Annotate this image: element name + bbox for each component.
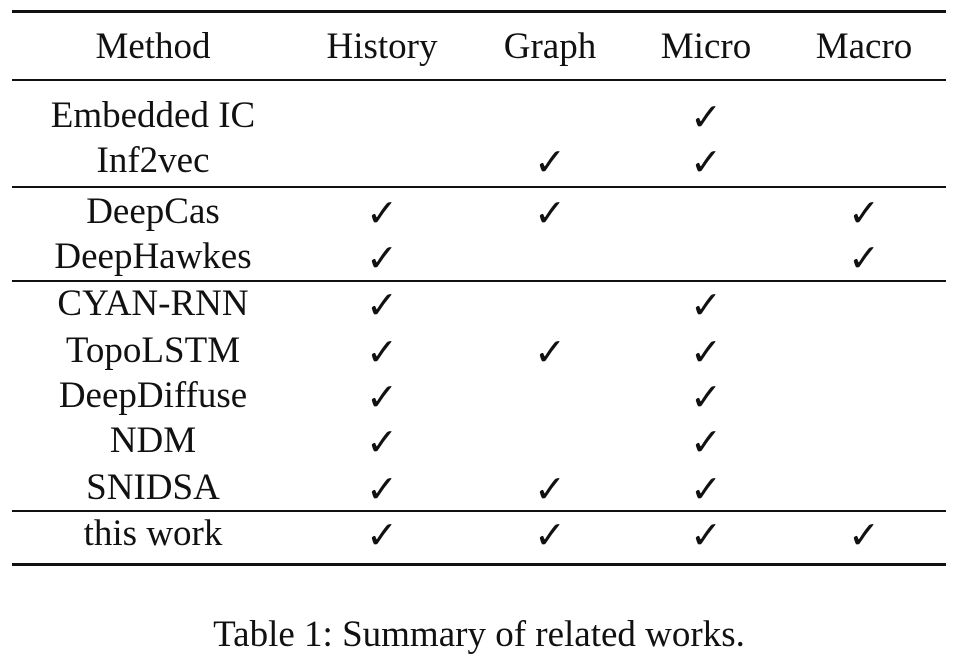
method-cell: DeepDiffuse xyxy=(58,375,248,416)
checkmark-icon: ✓ xyxy=(366,236,398,280)
checkmark-icon: ✓ xyxy=(848,191,880,235)
method-cell: DeepHawkes xyxy=(54,236,252,277)
header-graph: Graph xyxy=(503,26,597,67)
checkmark-icon: ✓ xyxy=(366,191,398,235)
checkmark-icon: ✓ xyxy=(366,513,398,557)
checkmark-icon: ✓ xyxy=(366,467,398,511)
checkmark-icon: ✓ xyxy=(690,513,722,557)
header-history: History xyxy=(326,26,438,67)
checkmark-icon: ✓ xyxy=(690,140,722,184)
checkmark-icon: ✓ xyxy=(690,330,722,374)
checkmark-icon: ✓ xyxy=(690,467,722,511)
checkmark-icon: ✓ xyxy=(366,420,398,464)
checkmark-icon: ✓ xyxy=(534,330,566,374)
method-cell: Inf2vec xyxy=(96,140,210,181)
checkmark-icon: ✓ xyxy=(366,330,398,374)
checkmark-icon: ✓ xyxy=(366,375,398,419)
header-method: Method xyxy=(95,26,211,67)
checkmark-icon: ✓ xyxy=(690,283,722,327)
method-cell: CYAN-RNN xyxy=(57,283,249,324)
group-rule-3 xyxy=(12,510,946,512)
checkmark-icon: ✓ xyxy=(534,140,566,184)
group-rule-1 xyxy=(12,186,946,188)
checkmark-icon: ✓ xyxy=(366,283,398,327)
top-rule xyxy=(12,10,946,13)
table-caption: Table 1: Summary of related works. xyxy=(213,614,745,655)
checkmark-icon: ✓ xyxy=(690,420,722,464)
checkmark-icon: ✓ xyxy=(534,513,566,557)
method-cell: SNIDSA xyxy=(86,467,220,508)
checkmark-icon: ✓ xyxy=(534,191,566,235)
checkmark-icon: ✓ xyxy=(848,236,880,280)
checkmark-icon: ✓ xyxy=(690,375,722,419)
header-rule xyxy=(12,79,946,81)
bottom-rule xyxy=(12,563,946,566)
group-rule-2 xyxy=(12,280,946,282)
checkmark-icon: ✓ xyxy=(690,95,722,139)
header-macro: Macro xyxy=(815,26,913,67)
method-cell: NDM xyxy=(109,420,197,461)
checkmark-icon: ✓ xyxy=(848,513,880,557)
header-micro: Micro xyxy=(660,26,752,67)
method-cell: TopoLSTM xyxy=(65,330,241,371)
checkmark-icon: ✓ xyxy=(534,467,566,511)
method-cell: Embedded IC xyxy=(50,95,256,136)
method-cell: DeepCas xyxy=(86,191,220,232)
method-cell: this work xyxy=(83,513,223,554)
